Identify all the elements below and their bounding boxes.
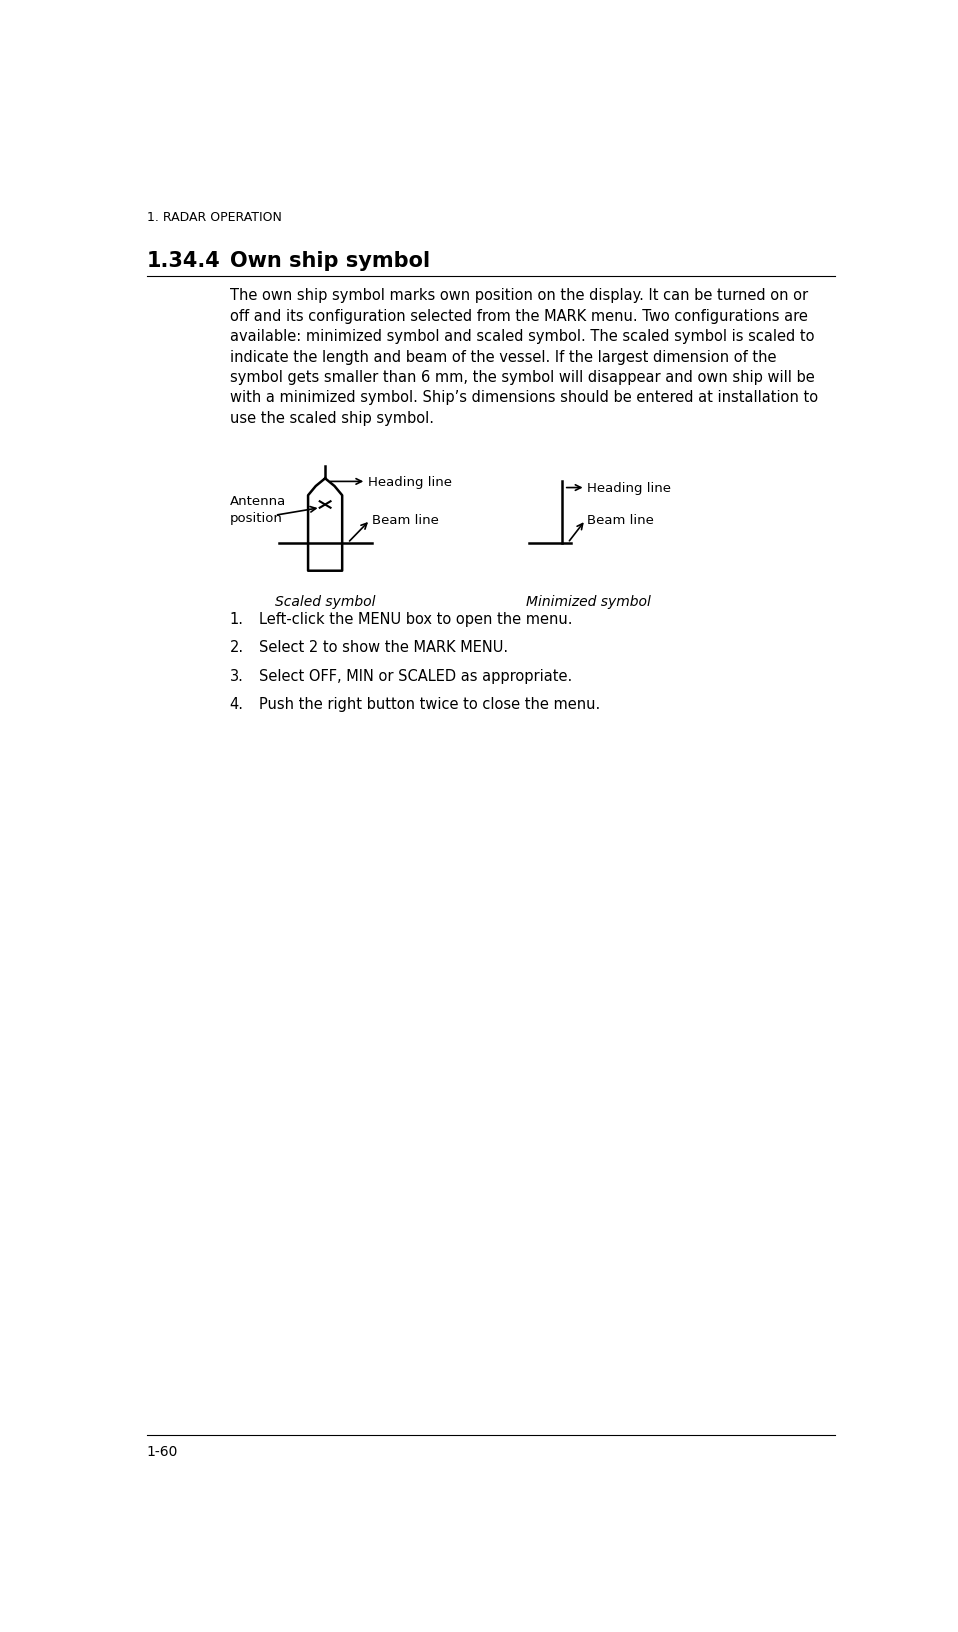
Text: position: position bbox=[230, 511, 283, 524]
Text: Beam line: Beam line bbox=[587, 514, 654, 527]
Text: 3.: 3. bbox=[230, 669, 243, 684]
Text: The own ship symbol marks own position on the display. It can be turned on or: The own ship symbol marks own position o… bbox=[230, 289, 808, 304]
Text: off and its configuration selected from the MARK menu. Two configurations are: off and its configuration selected from … bbox=[230, 308, 808, 323]
Text: Antenna: Antenna bbox=[230, 494, 286, 508]
Text: Left-click the MENU box to open the menu.: Left-click the MENU box to open the menu… bbox=[260, 612, 573, 627]
Text: Select OFF, MIN or SCALED as appropriate.: Select OFF, MIN or SCALED as appropriate… bbox=[260, 669, 573, 684]
Text: Scaled symbol: Scaled symbol bbox=[275, 594, 376, 609]
Text: available: minimized symbol and scaled symbol. The scaled symbol is scaled to: available: minimized symbol and scaled s… bbox=[230, 330, 814, 344]
Text: Select 2 to show the MARK MENU.: Select 2 to show the MARK MENU. bbox=[260, 640, 509, 654]
Text: 4.: 4. bbox=[230, 697, 243, 712]
Text: use the scaled ship symbol.: use the scaled ship symbol. bbox=[230, 411, 434, 426]
Text: 2.: 2. bbox=[230, 640, 244, 654]
Text: indicate the length and beam of the vessel. If the largest dimension of the: indicate the length and beam of the vess… bbox=[230, 349, 776, 364]
Text: 1-60: 1-60 bbox=[147, 1444, 178, 1457]
Text: 1.: 1. bbox=[230, 612, 243, 627]
Text: Minimized symbol: Minimized symbol bbox=[526, 594, 651, 609]
Text: Heading line: Heading line bbox=[368, 475, 452, 488]
Text: symbol gets smaller than 6 mm, the symbol will disappear and own ship will be: symbol gets smaller than 6 mm, the symbo… bbox=[230, 370, 814, 385]
Text: Heading line: Heading line bbox=[587, 481, 671, 494]
Text: 1.34.4: 1.34.4 bbox=[147, 251, 220, 271]
Text: 1. RADAR OPERATION: 1. RADAR OPERATION bbox=[147, 211, 282, 224]
Text: Beam line: Beam line bbox=[372, 514, 439, 527]
Text: Push the right button twice to close the menu.: Push the right button twice to close the… bbox=[260, 697, 601, 712]
Text: Own ship symbol: Own ship symbol bbox=[230, 251, 430, 271]
Text: with a minimized symbol. Ship’s dimensions should be entered at installation to: with a minimized symbol. Ship’s dimensio… bbox=[230, 390, 818, 405]
